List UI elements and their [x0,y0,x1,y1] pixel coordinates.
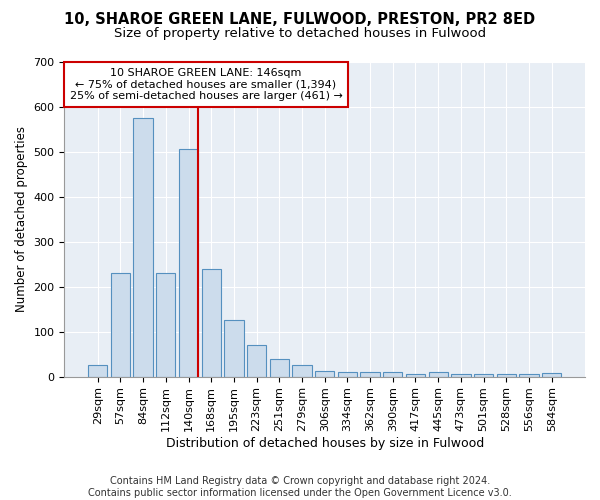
Bar [111,273,130,376]
Text: 10, SHAROE GREEN LANE, FULWOOD, PRESTON, PR2 8ED: 10, SHAROE GREEN LANE, FULWOOD, PRESTON,… [64,12,536,28]
X-axis label: Distribution of detached houses by size in Fulwood: Distribution of detached houses by size … [166,437,484,450]
Bar [269,358,289,376]
Bar [179,150,198,376]
Bar [315,370,334,376]
Text: Contains HM Land Registry data © Crown copyright and database right 2024.
Contai: Contains HM Land Registry data © Crown c… [88,476,512,498]
Bar [292,366,311,376]
Bar [361,372,380,376]
Text: Size of property relative to detached houses in Fulwood: Size of property relative to detached ho… [114,28,486,40]
Bar [428,372,448,376]
Text: 10 SHAROE GREEN LANE: 146sqm
← 75% of detached houses are smaller (1,394)
25% of: 10 SHAROE GREEN LANE: 146sqm ← 75% of de… [70,68,343,101]
Bar [497,374,516,376]
Bar [133,118,153,376]
Bar [247,345,266,376]
Y-axis label: Number of detached properties: Number of detached properties [15,126,28,312]
Bar [156,273,175,376]
Bar [88,366,107,376]
Bar [202,268,221,376]
Bar [451,374,470,376]
Bar [474,374,493,376]
Bar [383,372,403,376]
Bar [406,374,425,376]
Bar [338,372,357,376]
Bar [542,373,562,376]
Bar [520,374,539,376]
Bar [224,320,244,376]
